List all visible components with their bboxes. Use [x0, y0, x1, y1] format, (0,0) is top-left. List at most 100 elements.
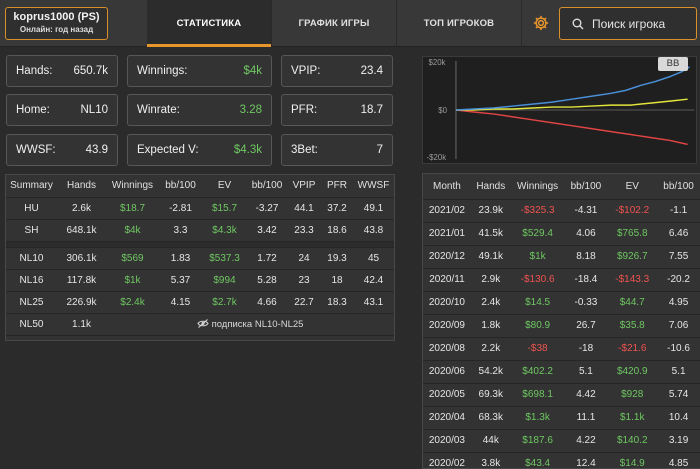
summary-cell: HU	[6, 197, 57, 220]
player-name: koprus1000 (PS)	[13, 11, 100, 23]
card-winnings-label: Winnings:	[137, 65, 188, 77]
monthly-cell: -$325.3	[510, 199, 565, 223]
monthly-cell: 2.9k	[470, 268, 511, 292]
monthly-cell: $765.8	[607, 222, 658, 246]
player-search-box[interactable]	[559, 7, 697, 40]
monthly-cell: $80.9	[510, 314, 565, 338]
card-vpip: VPIP: 23.4	[281, 55, 393, 87]
monthly-cell: 7.06	[657, 314, 700, 338]
monthly-cell: -18.4	[564, 268, 608, 292]
monthly-cell: $928	[607, 383, 658, 407]
col-bb100: bb/100	[159, 175, 202, 198]
summary-row-nl10: NL10 306.1k $569 1.83 $537.3 1.72 24 19.3 45	[6, 247, 394, 270]
monthly-cell: $187.6	[510, 429, 565, 453]
summary-cell: 117.8k	[57, 269, 106, 292]
monthly-cell: $14.5	[510, 291, 565, 315]
summary-cell: NL25	[6, 291, 57, 314]
summary-cell: 42.4	[353, 269, 394, 292]
col-winnings: Winnings	[106, 175, 159, 198]
card-winnings-value: $4k	[243, 65, 262, 77]
card-wwsf: WWSF: 43.9	[6, 134, 118, 166]
summary-cell: -3.27	[247, 197, 287, 220]
monthly-cell: -10.6	[657, 337, 700, 361]
monthly-cell: 2020/05	[423, 383, 471, 407]
summary-cell: 2.6k	[57, 197, 106, 220]
summary-cell: -2.81	[159, 197, 202, 220]
summary-cell: 18	[321, 269, 353, 292]
monthly-cell: $529.4	[510, 222, 565, 246]
card-home-label: Home:	[16, 104, 50, 116]
card-winnings: Winnings: $4k	[127, 55, 272, 87]
card-pfr-label: PFR:	[291, 104, 318, 116]
monthly-row: 2020/03 44k $187.6 4.22 $140.2 3.19	[423, 429, 700, 453]
graph-line-yellow	[455, 98, 688, 111]
top-nav-bar: koprus1000 (PS) Онлайн: год назад СТАТИС…	[0, 0, 700, 47]
monthly-cell: $1.3k	[510, 406, 565, 430]
summary-cell: $18.7	[106, 197, 159, 220]
tab-game-graph[interactable]: ГРАФИК ИГРЫ	[272, 0, 396, 47]
monthly-cell: -0.33	[564, 291, 608, 315]
card-home: Home: NL10	[6, 94, 118, 126]
monthly-cell: $1k	[510, 245, 565, 269]
monthly-cell: 4.06	[564, 222, 608, 246]
player-info-box[interactable]: koprus1000 (PS) Онлайн: год назад	[5, 7, 108, 40]
monthly-row: 2021/01 41.5k $529.4 4.06 $765.8 6.46	[423, 222, 700, 246]
bb-toggle-button[interactable]: BB	[658, 57, 688, 71]
summary-cell: SH	[6, 219, 57, 242]
graph-y-label-zero: $0	[438, 106, 447, 115]
summary-group-divider	[6, 241, 394, 248]
summary-cell: 24	[287, 247, 321, 270]
summary-cell: 5.37	[159, 269, 202, 292]
summary-cell: 1.72	[247, 247, 287, 270]
col-wwsf: WWSF	[353, 175, 394, 198]
card-expected-v-label: Expected V:	[137, 144, 199, 156]
monthly-cell: -18	[564, 337, 608, 361]
card-winrate: Winrate: 3.28	[127, 94, 272, 126]
monthly-cell: 4.95	[657, 291, 700, 315]
monthly-cell: 2020/09	[423, 314, 471, 338]
col-bb100: bb/100	[564, 174, 608, 200]
subscription-notice[interactable]: подписка NL10-NL25	[106, 313, 394, 336]
tab-divider	[271, 0, 272, 47]
monthly-cell: $402.2	[510, 360, 565, 384]
summary-cell: NL10	[6, 247, 57, 270]
eye-off-icon	[196, 319, 209, 329]
summary-cell: $1k	[106, 269, 159, 292]
summary-row-nl50: NL50 1.1k подписка NL10-NL25	[6, 313, 394, 336]
summary-gap-cell	[6, 241, 394, 248]
summary-cell: 5.28	[247, 269, 287, 292]
summary-cell: 306.1k	[57, 247, 106, 270]
monthly-cell: $43.4	[510, 452, 565, 468]
monthly-cell: 3.19	[657, 429, 700, 453]
summary-header-row: Summary Hands Winnings bb/100 EV bb/100 …	[6, 175, 394, 198]
tab-statistics[interactable]: СТАТИСТИКА	[147, 0, 271, 47]
summary-cell: 22.7	[287, 291, 321, 314]
monthly-cell: 3.8k	[470, 452, 511, 468]
summary-cell: $994	[202, 269, 247, 292]
tab-top-players[interactable]: ТОП ИГРОКОВ	[397, 0, 521, 47]
tab-top-players-label: ТОП ИГРОКОВ	[423, 18, 495, 29]
monthly-row: 2021/02 23.9k -$325.3 -4.31 -$102.2 -1.1	[423, 199, 700, 223]
card-hands-value: 650.7k	[73, 65, 108, 77]
summary-cell: NL50	[6, 313, 57, 336]
monthly-cell: 11.1	[564, 406, 608, 430]
card-winrate-value: 3.28	[239, 104, 262, 116]
summary-cell: NL16	[6, 269, 57, 292]
summary-cell: 1.83	[159, 247, 202, 270]
summary-cell: 4.66	[247, 291, 287, 314]
monthly-cell: 7.55	[657, 245, 700, 269]
monthly-cell: 2020/08	[423, 337, 471, 361]
summary-cell: $4k	[106, 219, 159, 242]
card-expected-v-value: $4.3k	[233, 144, 262, 156]
monthly-cell: 4.42	[564, 383, 608, 407]
summary-cell: $537.3	[202, 247, 247, 270]
search-input[interactable]	[592, 16, 692, 31]
card-wwsf-value: 43.9	[85, 144, 108, 156]
monthly-row: 2020/06 54.2k $402.2 5.1 $420.9 5.1	[423, 360, 700, 384]
monthly-row: 2020/08 2.2k -$38 -18 -$21.6 -10.6	[423, 337, 700, 361]
col-ev-bb100: bb/100	[657, 174, 700, 200]
monthly-cell: -$21.6	[607, 337, 658, 361]
col-ev: EV	[202, 175, 247, 198]
gear-icon[interactable]	[532, 14, 550, 32]
summary-cell: 37.2	[321, 197, 353, 220]
